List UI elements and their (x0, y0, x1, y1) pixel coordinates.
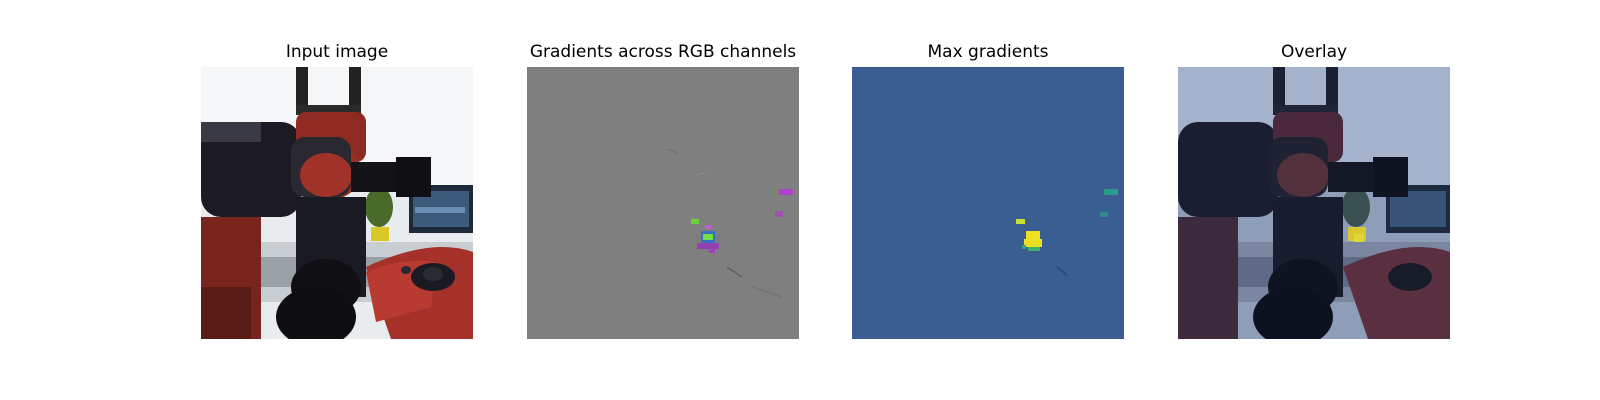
panel-max-gradients: Max gradients (852, 0, 1124, 400)
max-gradients-image (852, 67, 1124, 339)
panel-title-input: Input image (285, 42, 389, 62)
overlay-image (1178, 67, 1450, 339)
input-image (201, 67, 473, 339)
panel-overlay: Overlay (1178, 0, 1450, 400)
rgb-gradient-map (527, 67, 799, 339)
gradients-image (527, 67, 799, 339)
panel-title-max: Max gradients (927, 42, 1049, 62)
max-gradient-heatmap (852, 67, 1124, 339)
panel-gradients: Gradients across RGB channels (527, 0, 799, 400)
panel-title-overlay: Overlay (1280, 42, 1348, 62)
robot-scene-photo (201, 67, 473, 339)
overlay-photo (1178, 67, 1450, 339)
panel-input: Input image (201, 0, 473, 400)
panel-title-gradients: Gradients across RGB channels (529, 42, 797, 62)
